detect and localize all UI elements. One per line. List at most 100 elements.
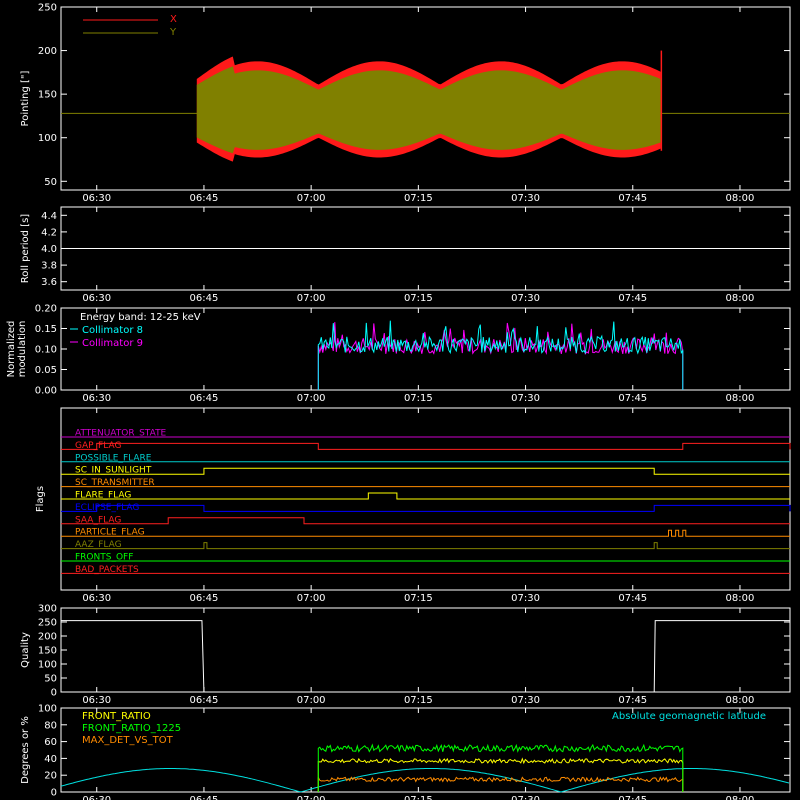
x-tick-label: 08:00 <box>726 193 755 204</box>
x-tick-label: 07:00 <box>297 593 326 604</box>
y-tick-label: 20 <box>44 771 57 782</box>
flag-label: PARTICLE_FLAG <box>75 528 145 538</box>
x-tick-label: 07:30 <box>511 695 540 706</box>
y-tick-label: 250 <box>38 618 57 629</box>
x-tick-label: 07:45 <box>618 193 647 204</box>
x-tick-label: 07:15 <box>404 795 433 800</box>
y-tick-label: 3.8 <box>41 261 57 272</box>
y-axis-label: Degrees or % <box>20 716 31 784</box>
flag-label: FLARE_FLAG <box>75 491 131 501</box>
series-quality <box>61 620 790 693</box>
legend-label: Collimator 8 <box>82 325 143 336</box>
x-tick-label: 08:00 <box>726 293 755 304</box>
flag-label: ECLIPSE_FLAG <box>75 503 139 513</box>
energy-band-annotation: Energy band: 12-25 keV <box>80 312 201 323</box>
x-tick-label: 07:45 <box>618 393 647 404</box>
y-tick-label: 0.00 <box>35 386 57 397</box>
panel-frame <box>60 6 791 191</box>
x-tick-label: 06:30 <box>82 293 111 304</box>
y-tick-label: 4.0 <box>41 244 57 255</box>
flag-line-particle_flag <box>61 529 790 537</box>
flag-line-saa_flag <box>61 517 790 525</box>
x-tick-label: 07:45 <box>618 795 647 800</box>
x-tick-label: 07:45 <box>618 293 647 304</box>
flag-label: GAP_FLAG <box>75 441 121 451</box>
legend-label: MAX_DET_VS_TOT <box>82 735 174 746</box>
flag-label: SC_IN_SUNLIGHT <box>75 466 152 476</box>
series-front-ratio-1225 <box>317 743 684 793</box>
y-tick-label: 150 <box>38 646 57 657</box>
x-tick-label: 06:45 <box>190 593 219 604</box>
x-tick-label: 07:45 <box>618 593 647 604</box>
y-tick-label: 0.15 <box>35 324 57 335</box>
panel-pointing: 06:30 06:45 07:00 07:15 07:30 07:45 08:00 250 20… <box>20 3 791 204</box>
y-axis-label: Quality <box>20 632 31 668</box>
x-tick-label: 07:00 <box>297 293 326 304</box>
x-tick-label: 06:30 <box>82 393 111 404</box>
panel-modulation: 06:30 06:45 07:00 07:15 07:30 07:45 08:00 0.20 0… <box>6 304 791 404</box>
y-tick-label: 100 <box>38 660 57 671</box>
flag-label: SC_TRANSMITTER <box>75 478 155 488</box>
y-tick-label: 250 <box>38 3 57 14</box>
x-tick-label: 07:30 <box>511 393 540 404</box>
y-tick-label: 40 <box>44 754 57 765</box>
x-tick-label: 07:00 <box>297 393 326 404</box>
x-tick-label: 06:30 <box>82 695 111 706</box>
y-tick-label: 60 <box>44 737 57 748</box>
x-tick-label: 07:30 <box>511 593 540 604</box>
y-tick-label: 50 <box>44 674 57 685</box>
flag-label: ATTENUATOR_STATE <box>75 429 167 439</box>
x-tick-label: 06:30 <box>82 593 111 604</box>
x-tick-label: 07:15 <box>404 193 433 204</box>
y-tick-label: 0.05 <box>35 365 57 376</box>
y-tick-label: 80 <box>44 720 57 731</box>
flag-line-aaz_flag <box>61 542 790 550</box>
x-tick-label: 06:30 <box>82 193 111 204</box>
y-tick-label: 0.10 <box>35 345 57 356</box>
legend-label: FRONT_RATIO_1225 <box>82 723 181 734</box>
series-collimator-9 <box>317 322 684 391</box>
y-tick-label: 50 <box>44 177 57 188</box>
x-tick-label: 06:45 <box>190 293 219 304</box>
panel-quality: 06:30 06:45 07:00 07:15 07:30 07:45 08:00 300 25… <box>20 604 791 706</box>
flag-line-flare_flag <box>61 492 790 500</box>
panel-roll-period: 06:30 06:45 07:00 07:15 07:30 07:45 08:00 4.4 4.… <box>20 206 791 304</box>
legend-label-y: Y <box>169 27 177 38</box>
y-axis-label: Pointing ["] <box>20 70 31 126</box>
y-tick-label: 4.4 <box>41 211 57 222</box>
x-tick-label: 07:30 <box>511 795 540 800</box>
panel-degrees: 06:30 06:45 07:00 07:15 07:30 07:45 08:00 100 80… <box>20 704 791 800</box>
x-tick-label: 07:00 <box>297 695 326 706</box>
x-tick-label: 07:30 <box>511 193 540 204</box>
legend-label: Collimator 9 <box>82 338 143 349</box>
legend-label: FRONT_RATIO <box>82 711 151 722</box>
flag-label: BAD_PACKETS <box>75 565 139 575</box>
y-axis-label: modulation <box>17 321 28 378</box>
legend-label-x: X <box>170 14 177 25</box>
x-tick-label: 07:15 <box>404 393 433 404</box>
x-tick-label: 07:15 <box>404 695 433 706</box>
y-tick-label: 0 <box>51 788 57 799</box>
y-axis-label: Roll period [s] <box>20 214 31 283</box>
y-tick-label: 150 <box>38 90 57 101</box>
y-tick-label: 0.20 <box>35 304 57 315</box>
y-tick-label: 100 <box>38 704 57 715</box>
panel-flags: 06:30 06:45 07:00 07:15 07:30 07:45 08:00 Flags… <box>35 407 791 604</box>
x-tick-label: 07:30 <box>511 293 540 304</box>
panel-frame <box>60 707 791 793</box>
series-geomagnetic-latitude <box>60 768 790 793</box>
x-tick-label: 06:30 <box>82 795 111 800</box>
y-tick-label: 0 <box>51 688 57 699</box>
x-tick-label: 06:45 <box>190 393 219 404</box>
flag-label: POSSIBLE_FLARE <box>75 453 152 463</box>
flag-label: AAZ_FLAG <box>75 540 122 550</box>
series-y-band <box>196 66 661 154</box>
x-tick-label: 06:45 <box>190 795 219 800</box>
flag-line-gap_flag <box>61 442 791 450</box>
x-tick-label: 08:00 <box>726 393 755 404</box>
x-tick-label: 07:00 <box>297 795 326 800</box>
flag-label: SAA_FLAG <box>75 515 121 525</box>
flag-label: FRONTS_OFF <box>75 553 133 563</box>
x-tick-label: 08:00 <box>726 593 755 604</box>
